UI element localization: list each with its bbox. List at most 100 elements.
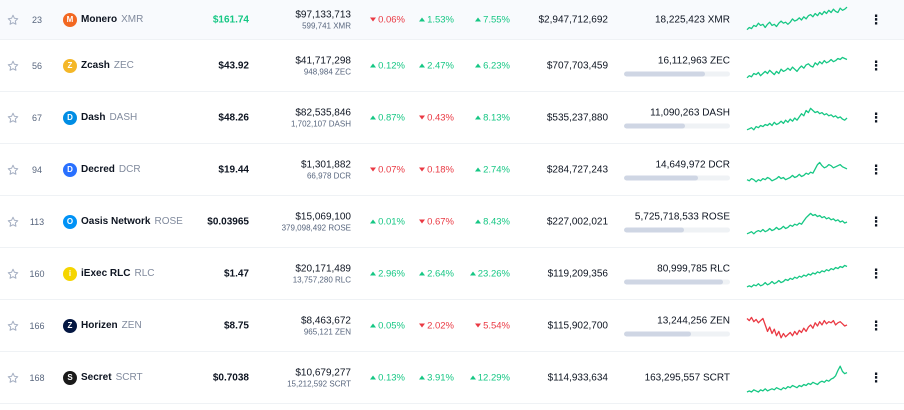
secret-logo-icon: S bbox=[63, 370, 77, 385]
caret-up-icon bbox=[370, 63, 377, 67]
price[interactable]: $8.75 bbox=[223, 320, 249, 331]
more-options-icon[interactable]: ⋮ bbox=[869, 161, 883, 177]
sparkline-7d-chart[interactable] bbox=[745, 256, 849, 292]
star-icon[interactable] bbox=[7, 14, 19, 26]
star-icon[interactable] bbox=[7, 60, 19, 72]
caret-up-icon bbox=[370, 115, 377, 119]
star-icon[interactable] bbox=[7, 268, 19, 280]
price[interactable]: $48.26 bbox=[218, 112, 249, 123]
sparkline-7d-chart[interactable] bbox=[745, 308, 849, 344]
change-1h: 0.13% bbox=[370, 372, 405, 383]
volume-24h: $8,463,672 965,121 ZEN bbox=[301, 315, 351, 336]
volume-usd: $1,301,882 bbox=[300, 159, 351, 170]
coin-name-link[interactable]: Z Horizen ZEN bbox=[63, 318, 142, 333]
coin-name-link[interactable]: D Decred DCR bbox=[63, 162, 141, 177]
sparkline-7d-chart[interactable] bbox=[745, 48, 849, 84]
table-row[interactable]: 168 S Secret SCRT $0.7038 $10,679,277 15… bbox=[0, 352, 904, 404]
coin-name-link[interactable]: O Oasis Network ROSE bbox=[63, 214, 183, 229]
change-24h-value: 1.53% bbox=[427, 14, 454, 25]
market-cap: $119,209,356 bbox=[547, 268, 608, 279]
coin-name: Decred bbox=[81, 164, 115, 175]
supply-progress-fill bbox=[624, 279, 723, 284]
zcash-logo-icon: Z bbox=[63, 58, 77, 73]
coin-name-link[interactable]: S Secret SCRT bbox=[63, 370, 143, 385]
rank-number: 113 bbox=[29, 216, 45, 227]
volume-24h: $20,171,489 13,757,280 RLC bbox=[293, 263, 351, 284]
more-options-icon[interactable]: ⋮ bbox=[869, 57, 883, 73]
more-options-icon[interactable]: ⋮ bbox=[869, 317, 883, 333]
caret-up-icon bbox=[469, 271, 476, 275]
change-1h-value: 0.06% bbox=[378, 14, 405, 25]
market-cap: $114,933,634 bbox=[547, 372, 608, 383]
volume-24h: $1,301,882 66,978 DCR bbox=[301, 159, 351, 180]
supply-progress-bar bbox=[624, 175, 730, 180]
volume-24h: $82,535,846 1,702,107 DASH bbox=[291, 107, 351, 128]
change-7d-value: 2.74% bbox=[483, 164, 510, 175]
star-icon[interactable] bbox=[7, 216, 19, 228]
circulating-supply: 13,244,256 ZEN bbox=[620, 315, 730, 336]
supply-value: 14,649,972 DCR bbox=[655, 159, 731, 170]
caret-down-icon bbox=[419, 115, 426, 119]
price[interactable]: $161.74 bbox=[212, 14, 249, 25]
table-row[interactable]: 23 M Monero XMR $161.74 $97,133,713 599,… bbox=[0, 0, 904, 40]
coin-name-link[interactable]: D Dash DASH bbox=[63, 110, 138, 125]
price[interactable]: $43.92 bbox=[218, 60, 249, 71]
iexec-rlc-logo-icon: i bbox=[63, 266, 77, 281]
sparkline-7d-chart[interactable] bbox=[745, 152, 849, 188]
coin-name-link[interactable]: i iExec RLC RLC bbox=[63, 266, 154, 281]
price[interactable]: $0.7038 bbox=[212, 372, 249, 383]
sparkline-7d-chart[interactable] bbox=[745, 360, 849, 396]
price[interactable]: $1.47 bbox=[223, 268, 249, 279]
sparkline-7d-chart[interactable] bbox=[745, 204, 849, 240]
change-24h: 2.02% bbox=[419, 320, 454, 331]
change-24h-value: 2.02% bbox=[427, 320, 454, 331]
more-options-icon[interactable]: ⋮ bbox=[869, 213, 883, 229]
price[interactable]: $19.44 bbox=[218, 164, 249, 175]
table-row[interactable]: 113 O Oasis Network ROSE $0.03965 $15,06… bbox=[0, 196, 904, 248]
caret-up-icon bbox=[419, 17, 426, 21]
supply-progress-fill bbox=[624, 123, 686, 128]
table-row[interactable]: 94 D Decred DCR $19.44 $1,301,882 66,978… bbox=[0, 144, 904, 196]
volume-24h: $10,679,277 15,212,592 SCRT bbox=[287, 367, 351, 388]
circulating-supply: 16,112,963 ZEC bbox=[620, 55, 730, 76]
change-24h-value: 0.43% bbox=[427, 112, 454, 123]
sparkline-line bbox=[746, 107, 848, 130]
sparkline-7d-chart[interactable] bbox=[745, 100, 849, 136]
change-1h-value: 0.12% bbox=[378, 60, 405, 71]
table-row[interactable]: 166 Z Horizen ZEN $8.75 $8,463,672 965,1… bbox=[0, 300, 904, 352]
volume-coin: 379,098,492 ROSE bbox=[281, 223, 351, 232]
coin-name-link[interactable]: Z Zcash ZEC bbox=[63, 58, 134, 73]
coin-name: Dash bbox=[81, 112, 106, 123]
coin-name: Horizen bbox=[81, 320, 118, 331]
more-options-icon[interactable]: ⋮ bbox=[869, 369, 883, 385]
star-icon[interactable] bbox=[7, 320, 19, 332]
more-options-icon[interactable]: ⋮ bbox=[869, 11, 883, 27]
more-options-icon[interactable]: ⋮ bbox=[869, 109, 883, 125]
table-row[interactable]: 67 D Dash DASH $48.26 $82,535,846 1,702,… bbox=[0, 92, 904, 144]
star-icon[interactable] bbox=[7, 164, 19, 176]
circulating-supply: 11,090,263 DASH bbox=[620, 107, 730, 128]
price[interactable]: $0.03965 bbox=[207, 216, 249, 227]
dash-logo-icon: D bbox=[63, 110, 77, 125]
change-1h-value: 0.01% bbox=[378, 216, 405, 227]
coin-name-link[interactable]: M Monero XMR bbox=[63, 12, 143, 27]
sparkline-line bbox=[746, 161, 848, 182]
sparkline-7d-chart[interactable] bbox=[745, 2, 849, 38]
coin-symbol: DASH bbox=[109, 112, 138, 123]
change-1h: 2.96% bbox=[370, 268, 405, 279]
change-24h: 0.67% bbox=[419, 216, 454, 227]
star-icon[interactable] bbox=[7, 112, 19, 124]
caret-up-icon bbox=[419, 271, 426, 275]
change-1h: 0.87% bbox=[370, 112, 405, 123]
change-1h: 0.07% bbox=[370, 164, 405, 175]
more-options-icon[interactable]: ⋮ bbox=[869, 265, 883, 281]
volume-usd: $97,133,713 bbox=[295, 9, 351, 20]
table-row[interactable]: 160 i iExec RLC RLC $1.47 $20,171,489 13… bbox=[0, 248, 904, 300]
star-icon[interactable] bbox=[7, 372, 19, 384]
volume-24h: $15,069,100 379,098,492 ROSE bbox=[282, 211, 351, 232]
change-7d: 8.13% bbox=[475, 112, 510, 123]
table-row[interactable]: 56 Z Zcash ZEC $43.92 $41,717,298 948,98… bbox=[0, 40, 904, 92]
change-7d: 6.23% bbox=[475, 60, 510, 71]
circulating-supply: 5,725,718,533 ROSE bbox=[620, 211, 730, 232]
